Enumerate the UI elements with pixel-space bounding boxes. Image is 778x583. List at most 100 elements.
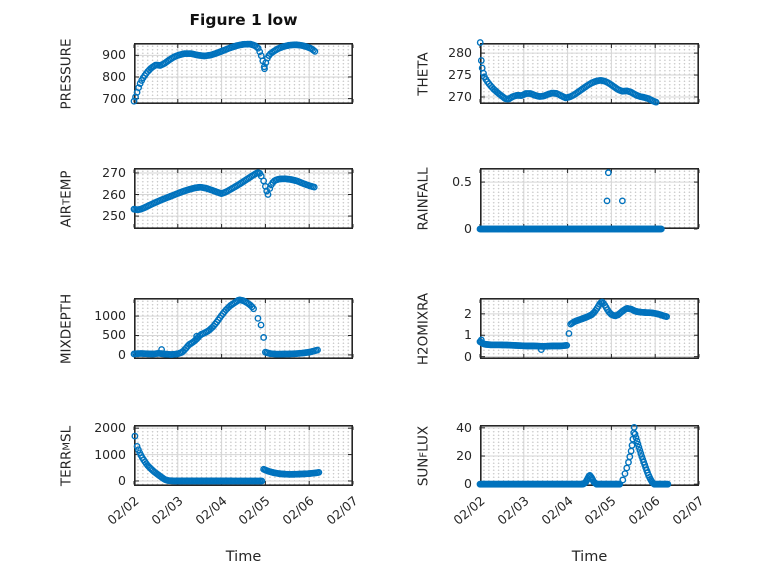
ylabel-text: MIXDEPTH (58, 293, 74, 364)
tick-marks (479, 169, 700, 230)
y-tick-label: 280 (448, 45, 472, 61)
ylabel-text: AIR (58, 204, 74, 228)
figure-title: Figure 1 low (189, 11, 298, 29)
plot-canvas-pressure (130, 40, 354, 105)
x-axis-label-time-left: Time (225, 549, 262, 565)
x-tick-label: 02/02 (104, 493, 142, 528)
panel-sun-flux: SUN F LUX 0 20 40 02/02 02/03 02/04 02/05 02/06 02… (415, 420, 707, 528)
y-axis-label-rainfall: RAINFALL (414, 167, 432, 230)
major-gridlines (481, 169, 698, 228)
panel-rainfall: RAINFALL 0 0.5 (415, 167, 700, 236)
y-tick-label: 250 (102, 208, 126, 224)
plot-area-air-temp (130, 168, 354, 230)
axes-box (480, 298, 699, 360)
ylabel-text: SL (58, 425, 74, 442)
y-tick-label: 270 (102, 164, 126, 180)
panel-terr-msl: TERR M SL 0 1000 2000 02/02 02/03 02/04 02/05 02/… (58, 420, 361, 527)
tick-marks (479, 299, 700, 358)
y-tick-label: 275 (448, 67, 472, 83)
y-axis-label-mixdepth: MIXDEPTH (57, 293, 75, 363)
axes-box (480, 425, 699, 487)
tick-marks (133, 299, 354, 358)
y-tick-label: 40 (456, 419, 472, 435)
y-tick-label: 0 (118, 346, 126, 362)
y-tick-label: 270 (448, 88, 472, 104)
ylabel-text: SUN (415, 457, 431, 486)
plot-canvas-theta (476, 39, 700, 106)
scatter-markers-theta (476, 39, 660, 106)
panel-mixdepth: MIXDEPTH 0 500 1000 (58, 293, 354, 364)
ylabel-text: THETA (415, 51, 431, 96)
ylabel-subscript: T (60, 198, 72, 205)
tick-marks (133, 169, 354, 228)
plot-area-mixdepth (130, 296, 354, 360)
y-tick-label: 260 (102, 186, 126, 202)
ylabel-text: PRESSURE (58, 38, 74, 109)
ylabel-text: EMP (58, 169, 74, 199)
major-gridlines (135, 426, 352, 485)
y-tick-label: 900 (102, 47, 126, 63)
y-axis-label-h2omixra: H2OMIXRA (414, 292, 432, 364)
y-tick-label: 0.5 (452, 174, 472, 190)
major-gridlines (481, 426, 698, 485)
x-tick-label: 02/03 (148, 493, 186, 528)
plot-area-h2omixra (476, 298, 700, 360)
plot-area-theta (476, 39, 700, 106)
x-tick-label: 02/06 (279, 493, 317, 528)
y-tick-label: 2 (464, 305, 472, 321)
ylabel-text: TERR (58, 450, 74, 486)
y-tick-label: 800 (102, 68, 126, 84)
x-tick-label: 02/07 (323, 493, 361, 528)
axes-box (134, 425, 353, 487)
x-tick-label: 02/07 (669, 493, 707, 528)
plot-area-pressure (130, 40, 354, 105)
x-tick-label: 02/06 (625, 493, 663, 528)
panel-pressure: PRESSURE 700 800 900 (58, 38, 354, 109)
y-tick-label: 0 (464, 476, 472, 492)
y-axis-label-pressure: PRESSURE (57, 38, 75, 109)
y-tick-label: 0 (464, 221, 472, 236)
plot-canvas-rainfall (476, 168, 700, 233)
ylabel-text: RAINFALL (415, 167, 431, 230)
ylabel-subscript: F (417, 451, 429, 458)
y-tick-label: 0 (464, 348, 472, 364)
scatter-markers-h2omixra (476, 298, 670, 353)
x-tick-label: 02/04 (538, 493, 576, 528)
y-tick-label: 1 (464, 327, 472, 343)
y-tick-label: 500 (102, 327, 126, 343)
axes-box (134, 43, 353, 105)
x-tick-label: 02/04 (192, 493, 230, 528)
y-axis-label-terr-msl: TERR M SL (57, 425, 75, 486)
tick-marks (133, 426, 354, 485)
panel-theta: THETA 270 275 280 (415, 39, 700, 106)
y-tick-label: 1000 (94, 446, 126, 462)
plot-canvas-mixdepth (130, 296, 354, 360)
x-tick-label: 02/03 (494, 493, 532, 528)
x-tick-label: 02/02 (450, 493, 488, 528)
scatter-markers-air-temp (130, 169, 318, 214)
plot-canvas-air-temp (130, 168, 354, 230)
x-tick-label: 02/05 (581, 493, 620, 528)
x-axis-label-time-right: Time (571, 549, 608, 565)
major-gridlines (481, 299, 698, 358)
scatter-markers-sun-flux (476, 423, 672, 488)
scatter-markers-terr-msl (131, 432, 323, 485)
scatter-markers-rainfall (476, 169, 665, 233)
y-tick-label: 20 (456, 447, 472, 463)
plot-canvas-sun-flux (476, 423, 700, 488)
y-tick-label: 700 (102, 90, 126, 106)
y-axis-label-air-temp: AIR T EMP (57, 168, 75, 229)
x-tick-label: 02/05 (235, 493, 274, 528)
y-tick-label: 2000 (94, 420, 126, 436)
plot-area-sun-flux (476, 423, 700, 488)
y-axis-label-theta: THETA (414, 43, 432, 104)
tick-marks (133, 44, 354, 103)
plot-canvas-h2omixra (476, 298, 700, 360)
plot-area-terr-msl (131, 425, 354, 487)
scatter-markers-pressure (130, 40, 319, 105)
ylabel-subscript: M (60, 441, 72, 451)
y-tick-label: 0 (118, 472, 126, 488)
plot-area-rainfall (476, 168, 700, 233)
plot-canvas-terr-msl (131, 425, 354, 487)
